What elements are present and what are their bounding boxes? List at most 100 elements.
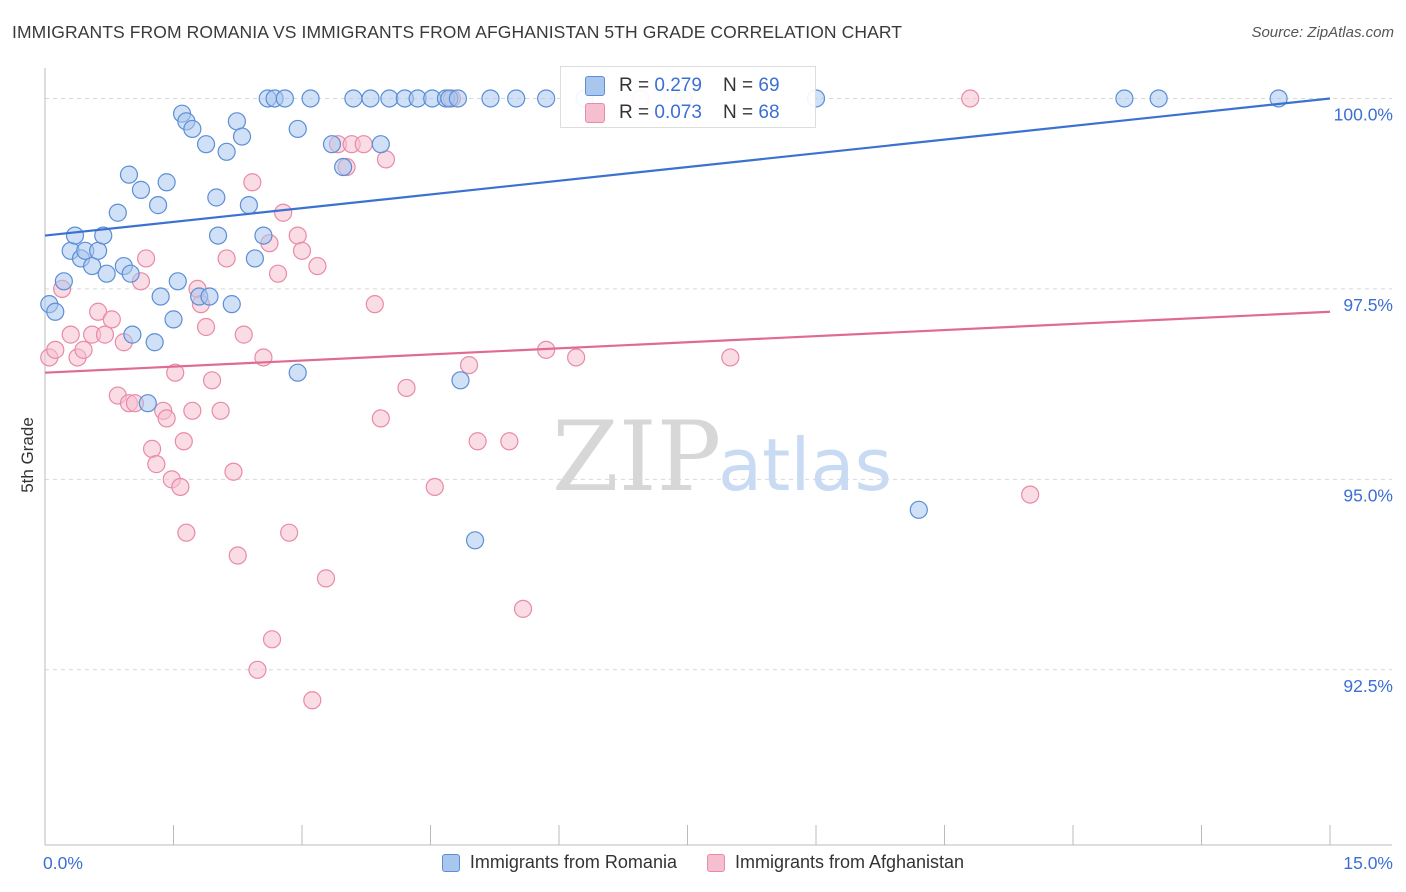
stats-legend: R = 0.279 N = 69 R = 0.073 N = 68	[560, 66, 816, 128]
afghanistan-point	[468, 432, 487, 451]
stats-row-romania: R = 0.279 N = 69	[585, 74, 780, 98]
romania-point	[97, 264, 116, 283]
axes	[44, 68, 1392, 846]
tick-labels: 92.5% 95.0% 97.5% 100.0% 0.0% 15.0%	[43, 104, 1393, 873]
afghanistan-point	[196, 317, 216, 337]
afghanistan-point	[1021, 485, 1040, 504]
afghanistan-point	[102, 310, 121, 329]
romania-point	[254, 226, 273, 245]
afghanistan-trend-line	[44, 310, 1331, 374]
y-tick-label: 100.0%	[1334, 104, 1393, 124]
romania-point	[344, 89, 363, 108]
x-tick-label-min: 0.0%	[43, 853, 83, 873]
afghanistan-point	[280, 523, 299, 542]
romania-point	[288, 119, 307, 139]
legend-swatch-romania	[441, 853, 460, 872]
romania-stats: R = 0.279 N = 69	[619, 75, 780, 97]
afghanistan-point	[89, 302, 108, 321]
romania-point	[322, 135, 342, 154]
afghanistan-point	[268, 264, 288, 283]
legend-item-romania: Immigrants from Romania	[441, 852, 677, 873]
afghanistan-point	[46, 340, 65, 359]
r-value: 0.279	[654, 75, 702, 96]
source-credit: Source: ZipAtlas.com	[1251, 24, 1394, 41]
romania-point	[451, 371, 470, 390]
afghanistan-point	[74, 340, 93, 359]
romania-point	[131, 180, 151, 199]
afghanistan-point	[166, 363, 185, 382]
n-label: N =	[723, 102, 759, 123]
afghanistan-point	[292, 241, 312, 260]
afghanistan-point	[202, 371, 222, 390]
romania-point	[168, 272, 187, 291]
afghanistan-point	[147, 455, 166, 474]
romania-point	[108, 203, 127, 222]
afghanistan-point	[365, 295, 384, 314]
romania-point	[909, 500, 928, 519]
afghanistan-point	[459, 355, 479, 375]
afghanistan-point	[316, 569, 336, 588]
romania-point	[65, 226, 85, 245]
afghanistan-point	[61, 325, 80, 344]
romania-point	[145, 333, 164, 352]
romania-point	[537, 89, 556, 108]
y-tick-label: 97.5%	[1343, 295, 1393, 315]
romania-trend-line	[44, 97, 1331, 237]
watermark: ZIP atlas	[552, 401, 892, 513]
romania-point	[46, 302, 65, 321]
afghanistan-point	[262, 630, 282, 649]
n-value: 68	[758, 102, 780, 123]
r-label: R =	[619, 75, 655, 96]
romania-point	[138, 394, 157, 413]
afghanistan-point	[142, 439, 162, 458]
y-tick-label: 95.0%	[1343, 485, 1393, 505]
afghanistan-point	[248, 660, 267, 679]
romania-point	[1115, 89, 1134, 108]
watermark-atlas: atlas	[718, 423, 892, 507]
romania-point	[89, 241, 108, 260]
afghanistan-point	[224, 462, 243, 481]
romania-point	[361, 89, 380, 108]
legend-label-romania: Immigrants from Romania	[469, 852, 677, 872]
romania-point	[121, 264, 140, 283]
romania-point	[245, 249, 264, 268]
r-value: 0.073	[654, 102, 702, 123]
n-label: N =	[723, 75, 759, 96]
romania-point	[207, 188, 226, 207]
stats-row-afghanistan: R = 0.073 N = 68	[585, 101, 780, 125]
r-label: R =	[619, 102, 655, 123]
afghanistan-point	[211, 401, 230, 420]
bottom-legend: Immigrants from Romania Immigrants from …	[0, 852, 1406, 873]
romania-point	[448, 89, 468, 108]
afghanistan-point	[308, 256, 327, 276]
afghanistan-point	[228, 546, 247, 565]
afghanistan-point	[376, 150, 396, 169]
romania-point	[54, 272, 73, 291]
romania-point	[148, 196, 168, 215]
romania-point	[288, 363, 307, 382]
afghanistan-point	[234, 325, 253, 344]
romania-point	[119, 165, 139, 184]
romania-point	[200, 287, 219, 306]
romania-point	[208, 226, 228, 245]
afghanistan-point	[500, 432, 519, 451]
afghanistan-point	[513, 599, 533, 618]
romania-point	[239, 196, 258, 215]
chart-title: IMMIGRANTS FROM ROMANIA VS IMMIGRANTS FR…	[12, 22, 903, 42]
afghanistan-point	[217, 249, 236, 268]
romania-point	[507, 89, 526, 108]
afghanistan-point	[721, 348, 740, 367]
legend-label-afghanistan: Immigrants from Afghanistan	[734, 852, 965, 872]
romania-point	[123, 325, 142, 344]
romania-point	[164, 310, 183, 329]
romania-point	[217, 142, 236, 161]
afghanistan-point	[288, 226, 307, 245]
afghanistan-point	[95, 325, 115, 344]
afghanistan-point	[171, 477, 190, 497]
watermark-zip: ZIP	[552, 401, 721, 513]
afghanistan-point	[567, 348, 586, 367]
romania-point	[227, 112, 246, 131]
y-axis-label: 5th Grade	[18, 417, 37, 493]
afghanistan-point	[136, 249, 156, 268]
